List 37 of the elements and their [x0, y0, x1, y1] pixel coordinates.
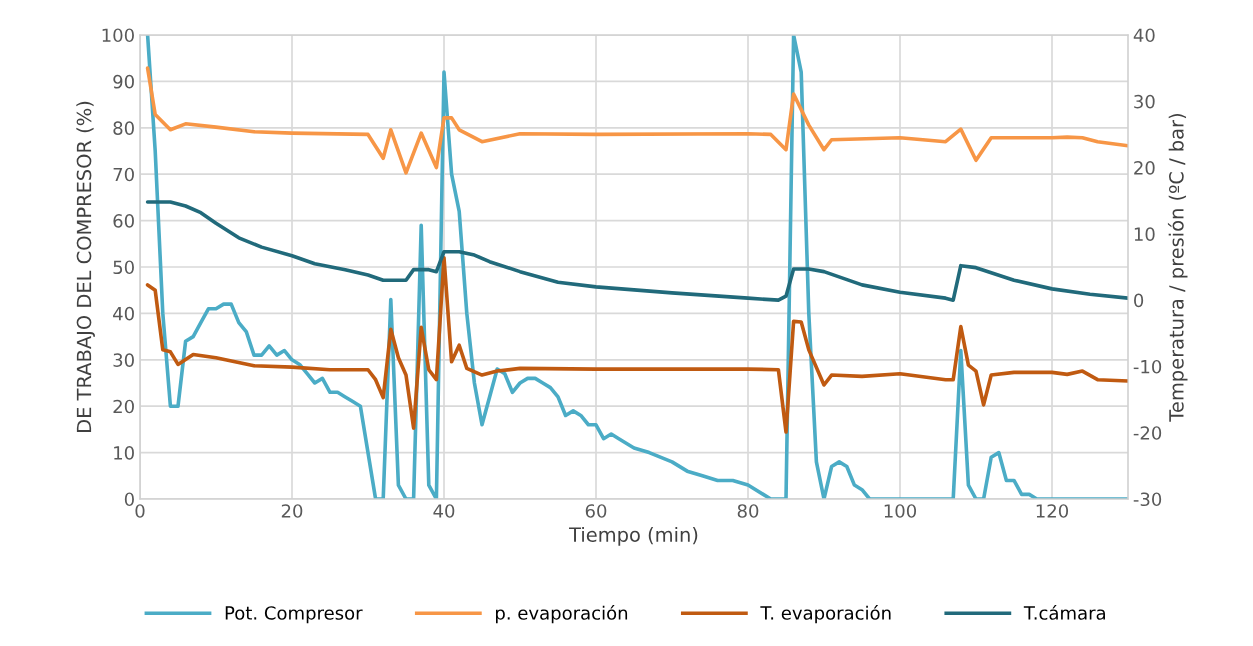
y2-tick-label: 40 [1133, 28, 1155, 43]
x-tick-label: 0 [135, 504, 145, 518]
y-tick-label: 100 [102, 28, 134, 43]
x-tick-label: 100 [884, 504, 917, 518]
x-tick-label: 20 [281, 504, 303, 518]
y-tick-label: 20 [113, 399, 134, 414]
y2-tick-label: 30 [1134, 94, 1155, 109]
y2-tick-label: -30 [1133, 492, 1162, 507]
y-tick-label: 80 [113, 121, 134, 135]
line-series [145, 255, 1128, 434]
y2-tick-label: 0 [1134, 293, 1144, 308]
y-axis-title: DE TRABAJO DEL COMPRESOR (%) [76, 101, 95, 432]
y-tick-label: 30 [113, 353, 134, 367]
legend-label: T. evaporación [760, 605, 891, 624]
x-tick-label: 60 [585, 504, 607, 518]
line-series [145, 35, 1128, 499]
legend-label: p. evaporación [496, 605, 628, 624]
x-axis-title: Tiempo (min) [569, 526, 698, 546]
legend-label: Pot. Compresor [225, 606, 363, 624]
y-tick-label: 40 [113, 306, 134, 321]
line-series [145, 66, 1128, 175]
y2-tick-label: -20 [1133, 426, 1162, 440]
y2-tick-label: -10 [1133, 359, 1162, 374]
y-tick-label: 50 [113, 260, 134, 275]
y-tick-label: 0 [124, 492, 134, 507]
line-series [145, 200, 1128, 302]
x-tick-label: 80 [737, 504, 759, 518]
y-tick-label: 90 [113, 74, 134, 89]
x-tick-label: 120 [1036, 504, 1069, 518]
legend-label: T.cámara [1023, 605, 1105, 620]
y-tick-label: 60 [113, 214, 134, 228]
y-tick-label: 70 [113, 167, 134, 182]
y2-axis-title: Temperatura / presión (ºC / bar) [1167, 114, 1188, 422]
y-tick-label: 10 [114, 446, 134, 460]
x-tick-label: 40 [433, 504, 455, 518]
y2-tick-label: 10 [1134, 227, 1155, 241]
y2-tick-label: 20 [1134, 161, 1155, 175]
